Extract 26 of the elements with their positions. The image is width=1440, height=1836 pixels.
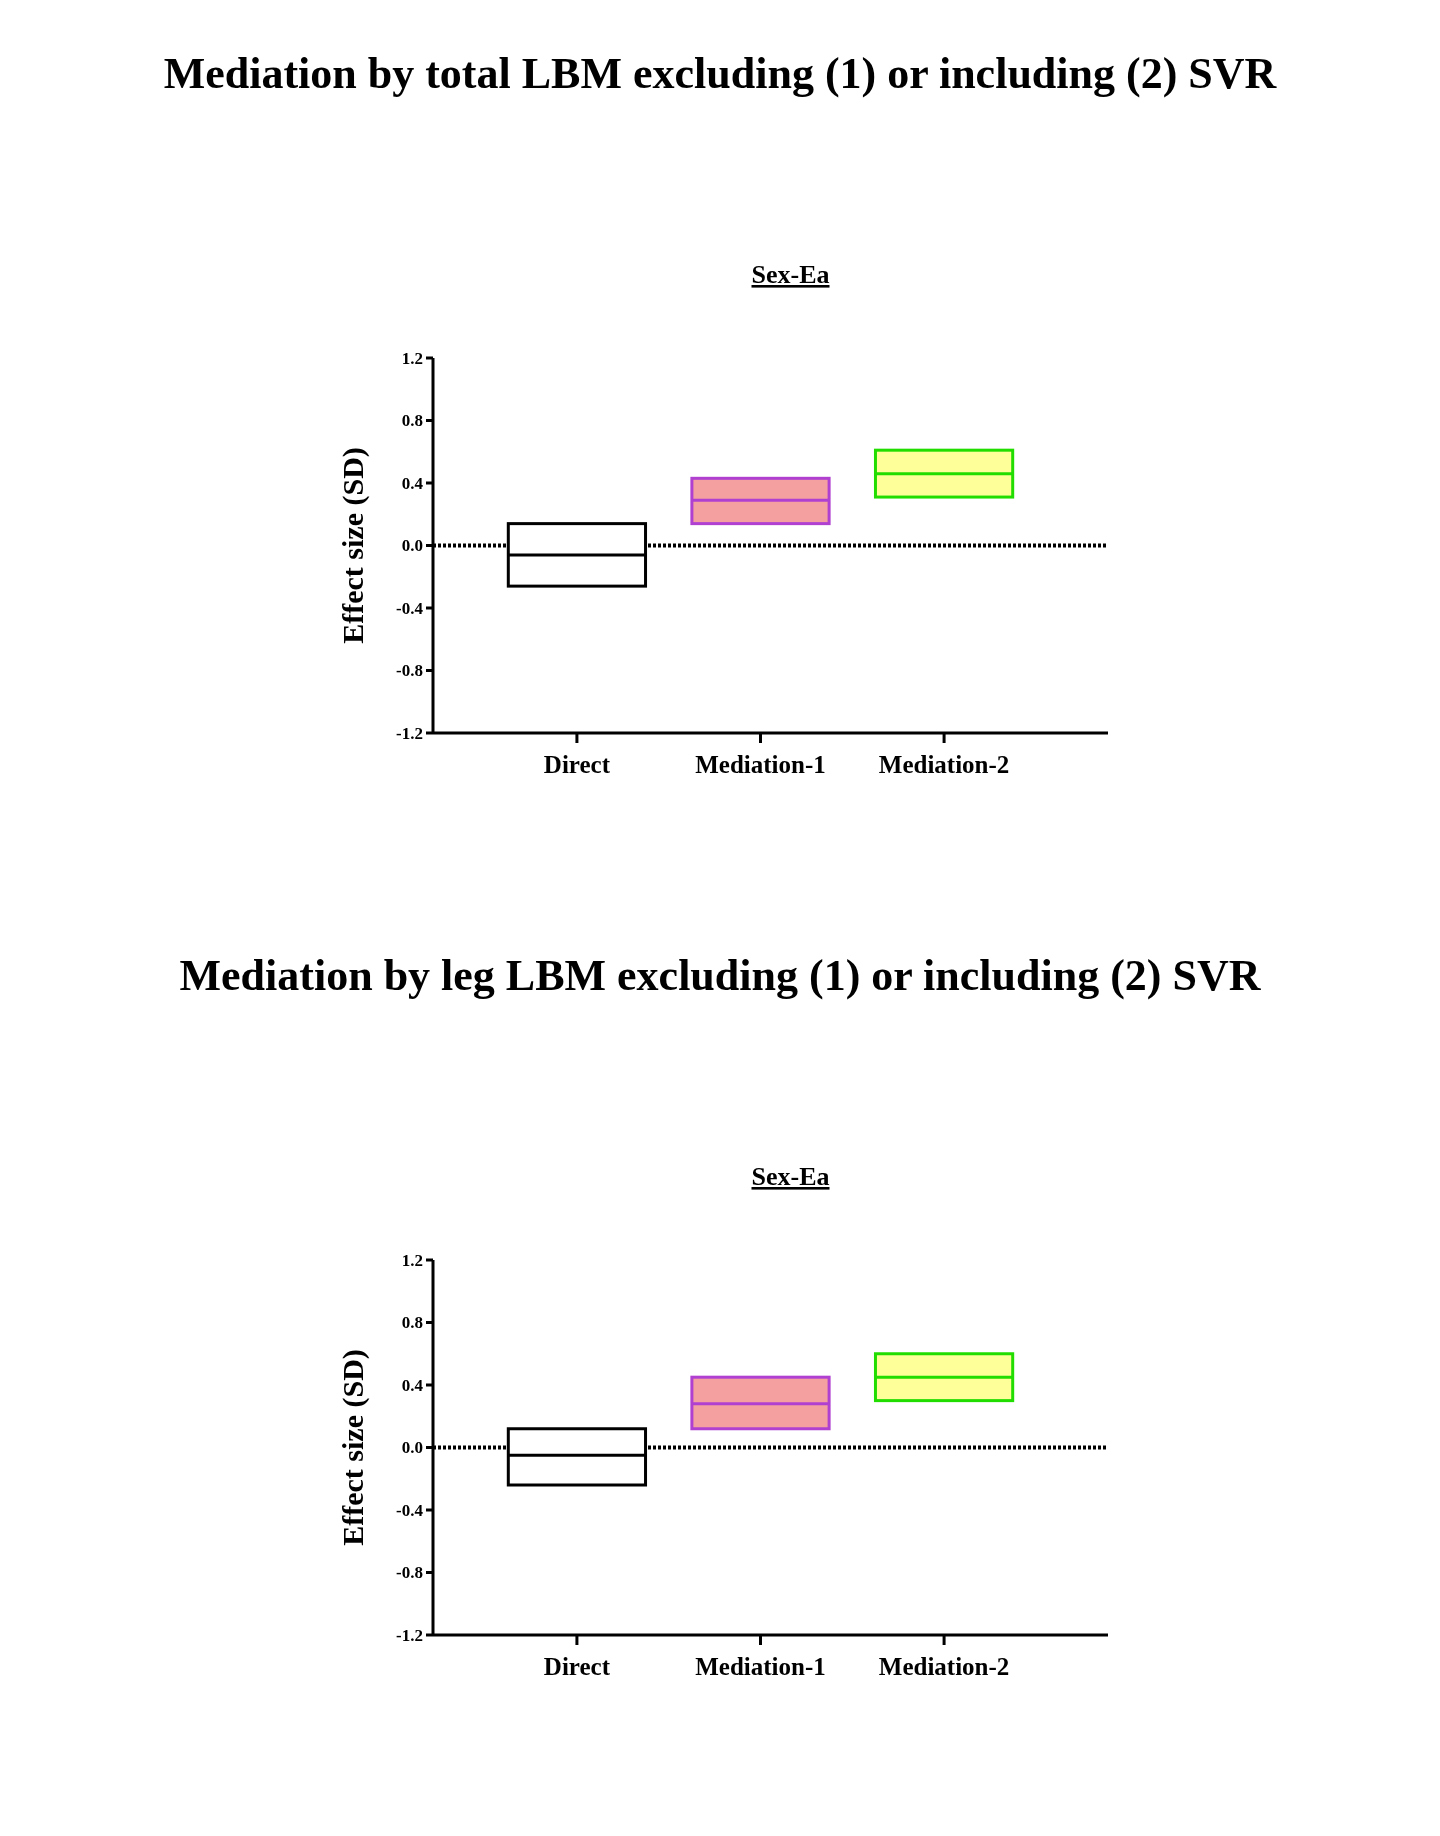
x-tick-label: Mediation-2 bbox=[878, 1653, 1010, 1680]
y-tick-label: 0.8 bbox=[401, 411, 423, 431]
y-tick-label: -0.4 bbox=[396, 598, 424, 618]
y-tick-label: 0.8 bbox=[401, 1313, 423, 1333]
y-tick-label: -0.4 bbox=[396, 1500, 424, 1520]
x-tick-label: Mediation-1 bbox=[695, 1653, 826, 1680]
y-axis-title: Effect size (SD) bbox=[336, 1349, 370, 1546]
x-tick-label: Mediation-1 bbox=[695, 751, 826, 778]
y-tick-label: 1.2 bbox=[401, 1250, 423, 1270]
y-tick-label: 0.4 bbox=[401, 1375, 424, 1395]
y-tick-label: -1.2 bbox=[396, 723, 423, 743]
x-tick-label: Direct bbox=[543, 1653, 611, 1680]
y-tick-label: -0.8 bbox=[396, 661, 423, 681]
y-tick-label: 1.2 bbox=[401, 348, 423, 368]
y-tick-label: 0.0 bbox=[401, 536, 423, 556]
y-axis-title: Effect size (SD) bbox=[336, 447, 370, 644]
chart-subtitle: Sex-Ea bbox=[751, 260, 830, 289]
chart-title: Mediation by total LBM excluding (1) or including (2) SVR bbox=[163, 49, 1278, 98]
x-tick-label: Direct bbox=[543, 751, 611, 778]
y-tick-label: 0.4 bbox=[401, 473, 424, 493]
y-tick-label: 0.0 bbox=[401, 1438, 423, 1458]
y-tick-label: -1.2 bbox=[396, 1625, 423, 1645]
chart-subtitle: Sex-Ea bbox=[751, 1162, 830, 1191]
y-tick-label: -0.8 bbox=[396, 1563, 423, 1583]
x-tick-label: Mediation-2 bbox=[878, 751, 1010, 778]
chart-title: Mediation by leg LBM excluding (1) or including (2) SVR bbox=[179, 951, 1262, 1000]
